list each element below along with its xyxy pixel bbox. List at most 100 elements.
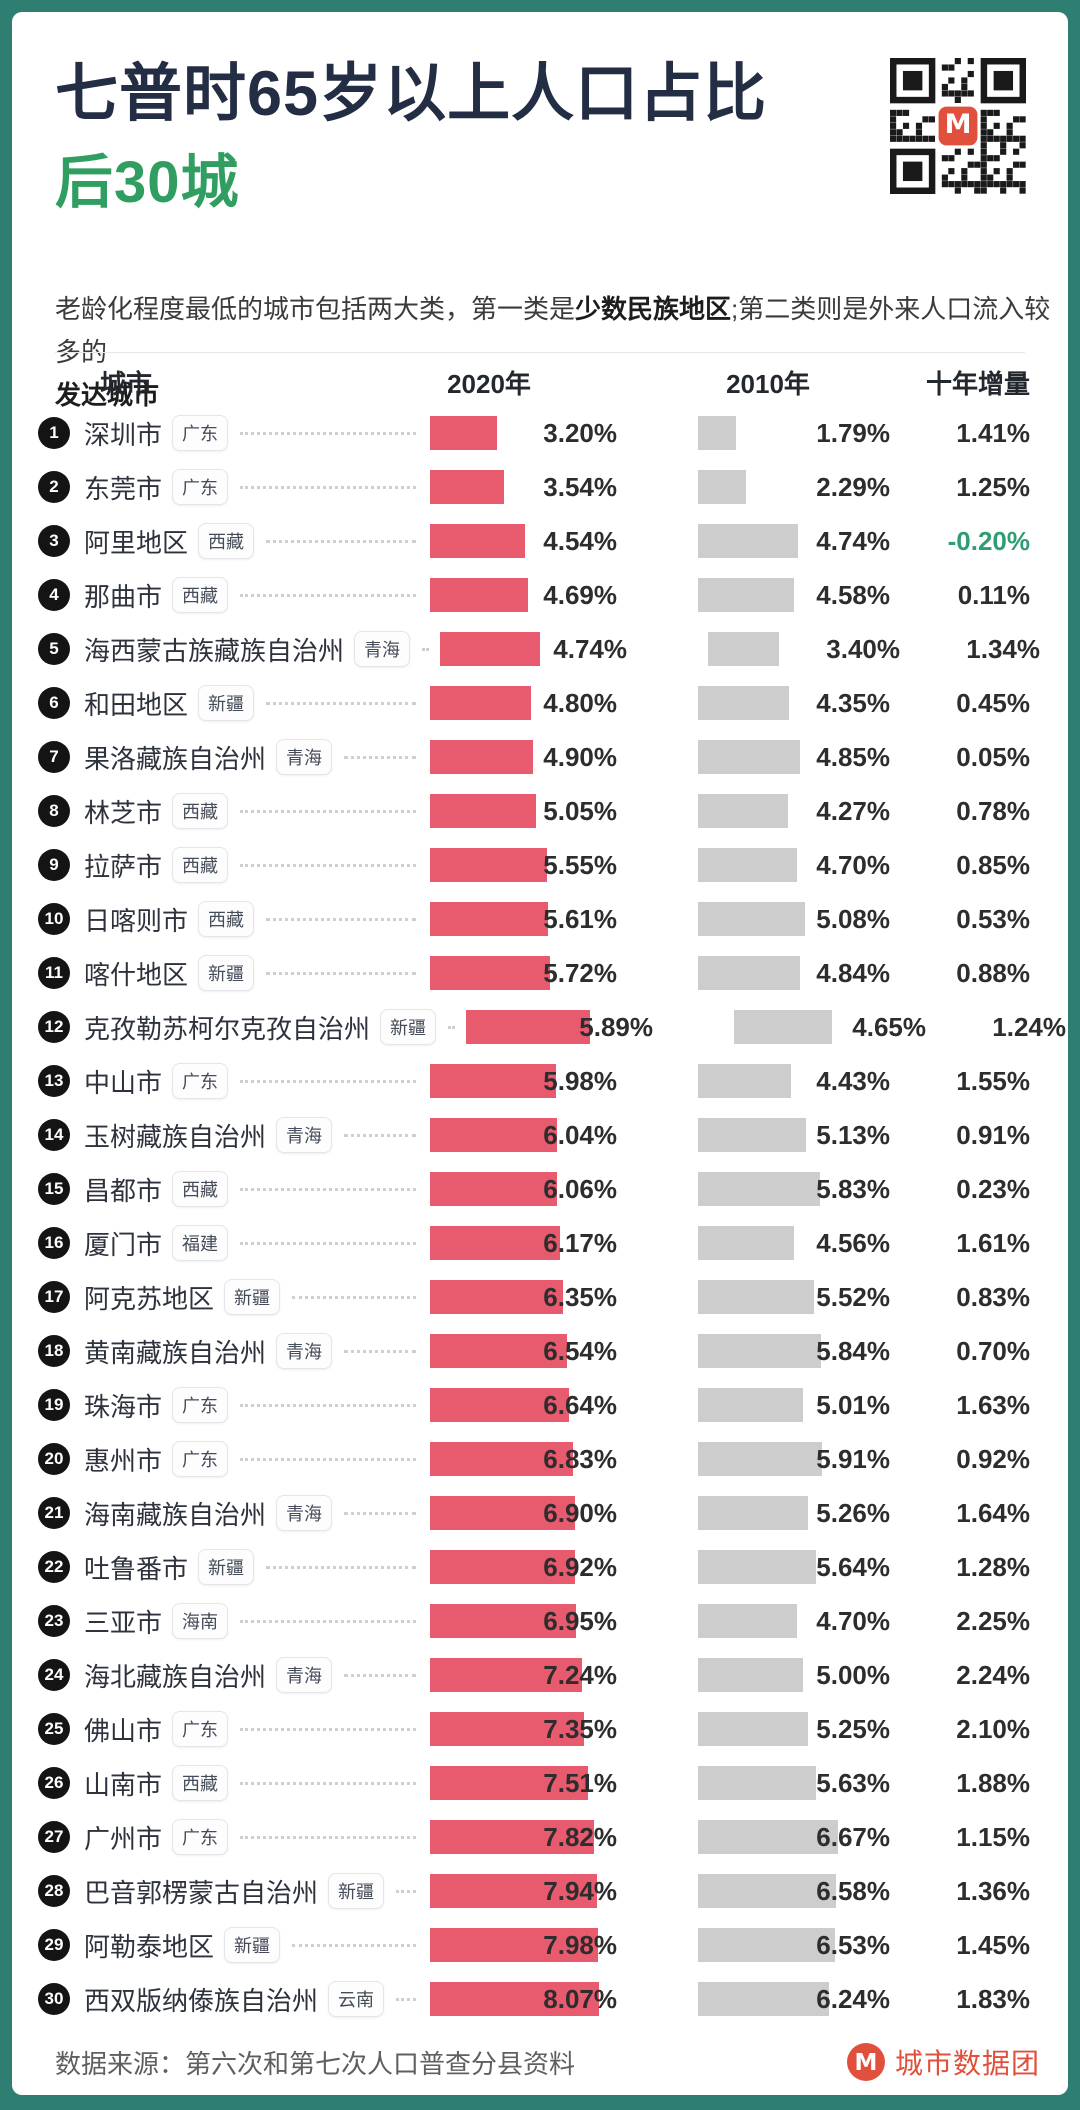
province-tag: 新疆	[198, 955, 255, 991]
rank-badge: 7	[38, 741, 70, 773]
value-2020: 3.20%	[543, 418, 617, 448]
value-2010: 4.84%	[816, 958, 890, 988]
table-row: 2 东莞市 广东 3.54% 2.29% 1.25%	[12, 460, 1068, 514]
value-2010: 5.91%	[816, 1444, 890, 1474]
table-body: 1 深圳市 广东 3.20% 1.79% 1.41% 2 东莞市 广东 3.54…	[12, 406, 1068, 2026]
leader-dotted-line	[344, 755, 416, 759]
bar-zone-2020: 6.06%	[430, 1162, 617, 1216]
bar-2010	[698, 1712, 808, 1746]
city-name: 克孜勒苏柯尔克孜自治州	[84, 1013, 371, 1044]
city-name: 佛山市	[84, 1715, 163, 1746]
rank-badge: 19	[38, 1389, 70, 1421]
city-name: 林芝市	[84, 797, 163, 828]
value-2010: 4.74%	[816, 526, 890, 556]
table-row: 24 海北藏族自治州 青海 7.24% 5.00% 2.24%	[12, 1648, 1068, 1702]
bar-zone-2020: 3.20%	[430, 406, 617, 460]
bar-2020	[430, 1658, 582, 1692]
bar-2010	[698, 1766, 816, 1800]
bar-zone-2010: 4.35%	[698, 676, 890, 730]
province-tag: 西藏	[172, 577, 229, 613]
city-name: 中山市	[84, 1067, 163, 1098]
city-name: 日喀则市	[84, 905, 189, 936]
value-2020: 4.90%	[543, 742, 617, 772]
city-name: 珠海市	[84, 1391, 163, 1422]
bar-zone-2020: 3.54%	[430, 460, 617, 514]
value-2010: 5.83%	[816, 1174, 890, 1204]
value-2020: 6.06%	[543, 1174, 617, 1204]
bar-zone-2010: 4.84%	[698, 946, 890, 1000]
qr-code-icon: M	[890, 58, 1026, 194]
value-2020: 7.82%	[543, 1822, 617, 1852]
increment-value: 1.36%	[956, 1876, 1030, 1906]
bar-zone-2010: 1.79%	[698, 406, 890, 460]
rank-badge: 24	[38, 1659, 70, 1691]
bar-zone-2020: 6.95%	[430, 1594, 617, 1648]
table-row: 12 克孜勒苏柯尔克孜自治州 新疆 5.89% 4.65% 1.24%	[12, 1000, 1068, 1054]
province-tag: 新疆	[380, 1009, 437, 1045]
column-header-2010: 2010年	[726, 369, 810, 399]
leader-dotted-line	[292, 1943, 416, 1947]
increment-value: 1.63%	[956, 1390, 1030, 1420]
bar-zone-2020: 4.80%	[430, 676, 617, 730]
value-2020: 7.98%	[543, 1930, 617, 1960]
bar-2010	[698, 1442, 822, 1476]
province-tag: 云南	[328, 1981, 385, 2017]
province-tag: 新疆	[224, 1927, 281, 1963]
bar-zone-2010: 5.00%	[698, 1648, 890, 1702]
increment-value: 1.61%	[956, 1228, 1030, 1258]
bar-2020	[430, 524, 525, 558]
rank-badge: 22	[38, 1551, 70, 1583]
bar-2010	[698, 794, 788, 828]
city-name: 吐鲁番市	[84, 1553, 189, 1584]
value-2010: 5.84%	[816, 1336, 890, 1366]
table-row: 1 深圳市 广东 3.20% 1.79% 1.41%	[12, 406, 1068, 460]
increment-value: 0.92%	[956, 1444, 1030, 1474]
city-name: 昌都市	[84, 1175, 163, 1206]
bar-2010	[698, 1226, 794, 1260]
bar-zone-2010: 5.01%	[698, 1378, 890, 1432]
rank-badge: 9	[38, 849, 70, 881]
province-tag: 新疆	[328, 1873, 385, 1909]
rank-badge: 5	[38, 633, 70, 665]
value-2010: 5.01%	[816, 1390, 890, 1420]
table-row: 14 玉树藏族自治州 青海 6.04% 5.13% 0.91%	[12, 1108, 1068, 1162]
bar-2020	[430, 848, 547, 882]
leader-dotted-line	[292, 1295, 416, 1299]
increment-value: 1.41%	[956, 418, 1030, 448]
table-row: 28 巴音郭楞蒙古自治州 新疆 7.94% 6.58% 1.36%	[12, 1864, 1068, 1918]
page-title: 七普时65岁以上人口占比	[55, 59, 768, 129]
bar-2020	[430, 1388, 569, 1422]
value-2010: 2.29%	[816, 472, 890, 502]
column-header-2020: 2020年	[447, 369, 531, 399]
leader-dotted-line	[266, 701, 416, 705]
rank-badge: 12	[38, 1011, 70, 1043]
bar-2010	[698, 1928, 835, 1962]
leader-dotted-line	[448, 1025, 453, 1029]
city-name: 海北藏族自治州	[84, 1661, 267, 1692]
bar-2020	[430, 740, 533, 774]
increment-value: 0.83%	[956, 1282, 1030, 1312]
table-row: 25 佛山市 广东 7.35% 5.25% 2.10%	[12, 1702, 1068, 1756]
bar-2020	[430, 1064, 556, 1098]
province-tag: 西藏	[172, 1765, 229, 1801]
bar-2010	[698, 1334, 821, 1368]
bar-2020	[430, 1226, 560, 1260]
value-2010: 5.00%	[816, 1660, 890, 1690]
leader-dotted-line	[344, 1133, 416, 1137]
value-2020: 5.61%	[543, 904, 617, 934]
rank-badge: 11	[38, 957, 70, 989]
bar-2010	[698, 902, 805, 936]
bar-2010	[698, 524, 798, 558]
bar-zone-2010: 4.70%	[698, 838, 890, 892]
bar-2010	[698, 848, 797, 882]
value-2020: 6.83%	[543, 1444, 617, 1474]
city-name: 海南藏族自治州	[84, 1499, 267, 1530]
bar-2010	[698, 416, 736, 450]
bar-2020	[430, 1766, 588, 1800]
bar-zone-2020: 8.07%	[430, 1972, 617, 2026]
bar-zone-2010: 6.67%	[698, 1810, 890, 1864]
city-name: 惠州市	[84, 1445, 163, 1476]
data-source-text: 数据来源：第六次和第七次人口普查分县资料	[55, 2048, 576, 2079]
bar-zone-2010: 4.27%	[698, 784, 890, 838]
